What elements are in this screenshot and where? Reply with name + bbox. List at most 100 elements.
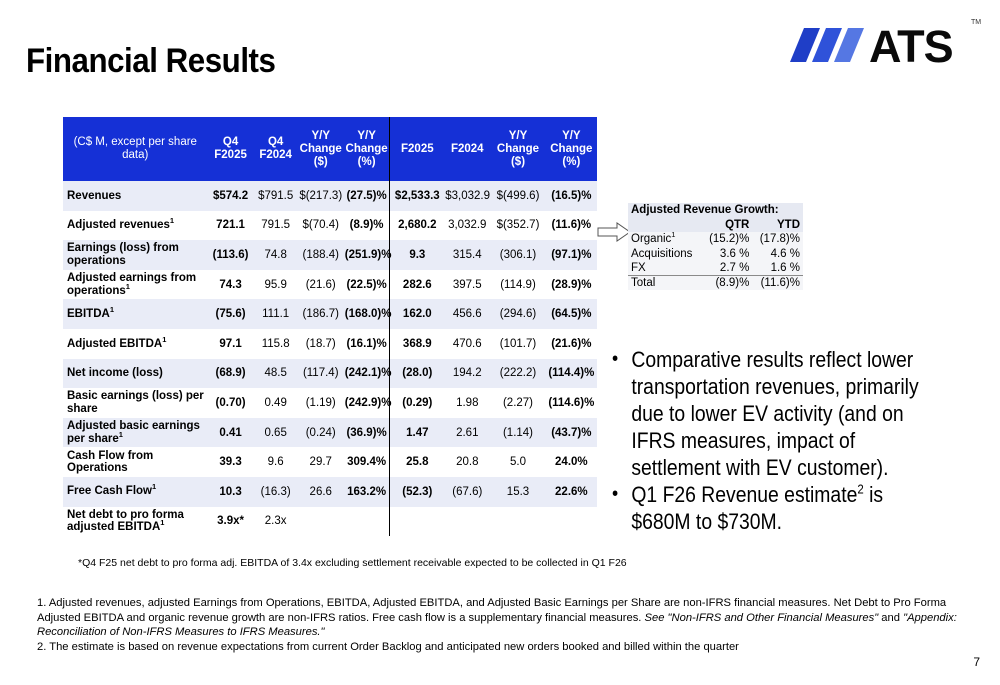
footnote-1: 1. Adjusted revenues, adjusted Earnings … (37, 597, 957, 638)
table-cell: $574.2 (207, 181, 254, 211)
table-cell: 95.9 (264, 278, 287, 291)
table-cell: 111.1 (253, 299, 298, 329)
table-cell: 368.9 (402, 337, 432, 350)
column-header: Y/Y Change ($) (490, 117, 546, 181)
table-row: Net income (loss) (68.9) 48.5 (117.4) (242.1… (63, 358, 597, 389)
table-row: Adjusted revenues1 721.1 791.5 $(70.4) (8.9)… (63, 210, 597, 241)
table-cell: (117.4) (297, 358, 344, 389)
bullet-dot: • (612, 483, 619, 505)
table-cell: (168.0)% (343, 299, 391, 329)
table-cell: 0.41 (207, 417, 254, 448)
commentary-bullets: • Comparative results reflect lower tran… (612, 346, 946, 535)
table-cell: (0.29) (402, 396, 433, 409)
table-cell: (306.1) (490, 240, 546, 270)
table-cell: 2.3x (264, 515, 287, 528)
table-cell: 22.6% (545, 476, 597, 507)
row-label: Net debt to pro forma adjusted EBITDA1 (67, 508, 184, 534)
page-number: 7 (973, 655, 980, 669)
table-cell (343, 506, 391, 537)
table-cell: (8.9)% (343, 210, 391, 241)
row-label: Revenues (63, 181, 208, 211)
table-cell: (114.9) (500, 278, 536, 291)
row-label: Adjusted EBITDA1 (67, 334, 167, 350)
table-cell: (18.7) (305, 337, 336, 350)
table-cell: 315.4 (444, 240, 491, 270)
table-cell: (36.9)% (343, 417, 391, 448)
table-cell: (114.6)% (548, 396, 595, 409)
table-cell: (27.5)% (343, 181, 391, 211)
column-header: Y/Y Change (%) (343, 117, 391, 181)
table-cell: (21.6) (305, 278, 336, 291)
table-row: Cash Flow from Operations 39.3 9.6 29.7 309.… (63, 447, 597, 477)
financial-results-table: (C$ M, except per share data) Q4 F2025 Q4 … (63, 117, 597, 537)
table-cell: (188.4) (297, 240, 344, 270)
table-cell: 397.5 (452, 278, 482, 291)
table-cell: 15.3 (490, 476, 546, 507)
table-row: Adjusted basic earnings per share1 0.41 0.… (63, 417, 597, 448)
table-cell (390, 507, 444, 537)
bullet-item: • Comparative results reflect lower tran… (612, 346, 946, 481)
growth-qtr: 2.7 % (701, 261, 753, 276)
growth-row: Organic1 (15.2)% (17.8)% (628, 231, 803, 247)
table-cell: (64.5)% (545, 299, 597, 329)
table-cell: 791.5 (261, 219, 291, 232)
row-label: Basic earnings (loss) per share (67, 390, 204, 415)
growth-label: Organic1 (628, 231, 702, 247)
table-cell: $(499.6) (490, 181, 546, 211)
table-cell: (16.5)% (545, 181, 597, 211)
table-row: Adjusted EBITDA1 97.1 115.8 (18.7) (16.1)% 36… (63, 328, 597, 359)
growth-row: Total (8.9)% (11.6)% (628, 275, 803, 290)
table-cell: (11.6)% (551, 219, 592, 232)
table-cell: 24.0% (555, 456, 588, 469)
table-header-row: (C$ M, except per share data) Q4 F2025 Q4 … (63, 117, 597, 181)
footnote-2: 2. The estimate is based on revenue expe… (37, 640, 739, 653)
table-cell: (114.4)% (545, 358, 597, 389)
growth-qtr: (15.2)% (701, 232, 753, 247)
column-header: Q4 F2025 (207, 117, 254, 181)
bullet-item: • Q1 F26 Revenue estimate2 is $680M to $… (612, 481, 946, 535)
growth-label: Acquisitions (628, 246, 702, 261)
table-cell: 282.6 (402, 278, 432, 291)
table-cell: (2.27) (502, 396, 534, 409)
growth-column-header (628, 217, 702, 232)
table-cell: 97.1 (219, 337, 242, 350)
table-cell: 74.3 (219, 278, 242, 291)
table-row: Basic earnings (loss) per share (0.70) 0.4… (63, 388, 597, 418)
table-cell: 5.0 (510, 456, 526, 469)
table-cell: $791.5 (253, 181, 298, 211)
column-header: Y/Y Change (%) (545, 117, 597, 181)
table-cell: 39.3 (219, 456, 242, 469)
table-cell: (21.6)% (551, 337, 592, 350)
growth-ytd: (11.6)% (752, 275, 803, 290)
growth-title: Adjusted Revenue Growth: (628, 203, 803, 218)
bullet-text: Comparative results reflect lower transp… (631, 347, 919, 480)
ats-logo: ATS TM (790, 19, 981, 66)
table-cell: (242.9)% (343, 388, 391, 418)
table-cell: 26.6 (297, 476, 344, 507)
table-footnote: *Q4 F25 net debt to pro forma adj. EBITD… (78, 557, 627, 569)
table-cell: (67.6) (444, 476, 491, 507)
table-cell: 309.4% (343, 447, 391, 477)
page-title: Financial Results (26, 42, 276, 80)
table-cell: (52.3) (389, 476, 445, 507)
column-header: F2025 (389, 117, 445, 181)
table-cell: (113.6) (207, 240, 254, 270)
table-cell: (28.9)% (551, 278, 592, 291)
table-cell: 194.2 (444, 358, 491, 389)
row-label: Free Cash Flow1 (63, 476, 208, 507)
table-cell: (0.70) (215, 396, 246, 409)
row-label: Adjusted earnings from operations1 (67, 272, 197, 297)
table-cell (298, 507, 344, 537)
table-row: Revenues $574.2 $791.5 $(217.3) (27.5)% $2,53… (63, 181, 597, 211)
table-cell: 2.61 (444, 417, 491, 448)
table-cell: 115.8 (261, 337, 290, 350)
bullet-text: Q1 F26 Revenue estimate2 is $680M to $73… (631, 481, 884, 534)
row-label: EBITDA1 (63, 299, 208, 329)
table-cell: 1.98 (456, 396, 479, 409)
column-header: Y/Y Change ($) (297, 117, 344, 181)
row-label: Adjusted revenues1 (67, 216, 175, 232)
column-header: F2024 (444, 117, 491, 181)
svg-text:ATS: ATS (869, 21, 953, 66)
table-cell: 20.8 (456, 456, 479, 469)
table-cell: (97.1)% (545, 240, 597, 270)
